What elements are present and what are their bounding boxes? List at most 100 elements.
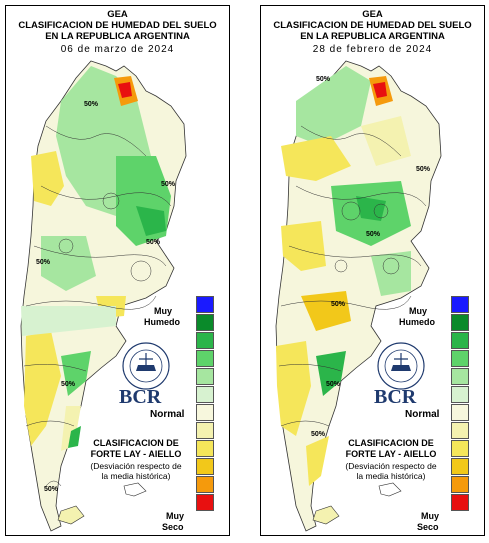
contour-lines xyxy=(23,125,172,487)
legend-swatch xyxy=(196,494,214,511)
classification-line-2: FORTE LAY - AIELLO xyxy=(90,449,182,459)
contour-label: 50% xyxy=(326,381,341,388)
contour-label: 50% xyxy=(44,486,59,493)
legend-swatch xyxy=(451,314,469,331)
zone-yellow-south xyxy=(24,331,61,446)
legend-muy-seco-label-1: Muy xyxy=(421,511,439,521)
zone-yellow-south xyxy=(276,341,311,436)
legend-swatch xyxy=(451,422,469,439)
bcr-logo-text: BCR xyxy=(374,386,417,408)
zone-dark-green xyxy=(136,206,166,236)
map-date: 06 de marzo de 2024 xyxy=(60,44,175,55)
zone-green-center-west xyxy=(41,236,96,291)
classification-note-2: la media histórica) xyxy=(356,471,426,481)
zone-dark-green xyxy=(356,196,386,221)
legend-swatches xyxy=(451,296,471,512)
contour-lines xyxy=(278,125,427,427)
legend-swatch xyxy=(196,440,214,457)
argentina-soil-moisture-map: 50% 50% 50% 50% 50% 50% xyxy=(275,60,442,532)
legend-muy-label: Muy xyxy=(409,306,427,316)
map-title-2: CLASIFICACION DE HUMEDAD DEL SUELO xyxy=(273,20,472,31)
legend-swatch xyxy=(196,404,214,421)
legend-humedo-label: Humedo xyxy=(144,317,180,327)
zone-light-green-band xyxy=(21,306,116,336)
legend-swatch xyxy=(451,332,469,349)
map-title-3: EN LA REPUBLICA ARGENTINA xyxy=(45,31,190,42)
legend-swatch xyxy=(196,350,214,367)
legend-muy-label: Muy xyxy=(154,306,172,316)
classification-title: CLASIFICACION DE FORTE LAY - AIELLO xyxy=(76,438,196,460)
contour-label: 50% xyxy=(84,101,99,108)
classification-line-2: FORTE LAY - AIELLO xyxy=(345,449,437,459)
legend-swatch xyxy=(196,386,214,403)
classification-line-1: CLASIFICACION DE xyxy=(93,438,179,448)
map-title-3: EN LA REPUBLICA ARGENTINA xyxy=(300,31,445,42)
zone-red-north xyxy=(373,82,387,98)
legend-swatch xyxy=(451,350,469,367)
classification-note-1: (Desviación respecto de xyxy=(90,461,182,471)
tierra-del-fuego xyxy=(57,505,85,525)
legend-swatch xyxy=(196,332,214,349)
contour-label: 50% xyxy=(146,239,161,246)
legend-swatch xyxy=(196,368,214,385)
bcr-seal-logo xyxy=(122,342,170,390)
classification-note-1: (Desviación respecto de xyxy=(345,461,437,471)
zone-yellow-southeast xyxy=(306,436,329,486)
legend-swatch xyxy=(196,422,214,439)
malvinas-islands xyxy=(123,482,147,497)
classification-note-2: la media histórica) xyxy=(101,471,171,481)
legend-seco-label: Seco xyxy=(417,522,439,532)
legend-swatch xyxy=(196,296,214,313)
zone-green-coast xyxy=(61,351,91,396)
legend-normal-label: Normal xyxy=(405,409,440,420)
legend-swatch xyxy=(451,404,469,421)
map-title-1: GEA xyxy=(362,9,383,20)
zone-red-north xyxy=(118,82,132,98)
legend-normal-label: Normal xyxy=(150,409,185,420)
contour-label: 50% xyxy=(36,259,51,266)
map-date: 28 de febrero de 2024 xyxy=(312,44,433,55)
zone-yellow-north xyxy=(281,136,351,181)
legend-swatches xyxy=(196,296,216,512)
legend-swatch xyxy=(451,458,469,475)
legend-swatch xyxy=(451,440,469,457)
argentina-soil-moisture-map: 50% 50% 50% 50% 50% 50% xyxy=(20,60,187,532)
legend-swatch xyxy=(451,476,469,493)
zone-green-coast xyxy=(316,351,346,396)
bcr-logo-text: BCR xyxy=(119,386,162,408)
zone-light-green-north xyxy=(296,66,371,146)
contour-label: 50% xyxy=(161,181,176,188)
legend-swatch xyxy=(451,386,469,403)
zone-coast-green xyxy=(68,426,81,448)
zone-green-center-east xyxy=(371,251,411,296)
map-title-1: GEA xyxy=(107,9,128,20)
map-title-2: CLASIFICACION DE HUMEDAD DEL SUELO xyxy=(18,20,217,31)
legend-seco-label: Seco xyxy=(162,522,184,532)
legend-humedo-label: Humedo xyxy=(399,317,435,327)
zone-yellow-southeast xyxy=(61,406,81,451)
legend-swatch xyxy=(451,368,469,385)
legend-swatch xyxy=(196,476,214,493)
contour-label: 50% xyxy=(61,381,76,388)
tierra-del-fuego xyxy=(312,505,340,525)
classification-note: (Desviación respecto de la media históri… xyxy=(76,461,196,481)
legend-muy-seco-label-1: Muy xyxy=(166,511,184,521)
classification-title: CLASIFICACION DE FORTE LAY - AIELLO xyxy=(331,438,451,460)
contour-label: 50% xyxy=(366,231,381,238)
zone-yellow-center xyxy=(281,221,326,271)
contour-label: 50% xyxy=(311,431,326,438)
contour-label: 50% xyxy=(416,166,431,173)
classification-note: (Desviación respecto de la media históri… xyxy=(331,461,451,481)
bcr-seal-logo xyxy=(377,342,425,390)
malvinas-islands xyxy=(378,482,402,497)
classification-line-1: CLASIFICACION DE xyxy=(348,438,434,448)
legend-swatch xyxy=(196,458,214,475)
contour-label: 50% xyxy=(316,76,331,83)
legend-swatch xyxy=(451,296,469,313)
map-panel-left: 50% 50% 50% 50% 50% 50% GEA CLASIFICACIO… xyxy=(5,5,230,536)
zone-yellow-west xyxy=(31,151,64,206)
legend-swatch xyxy=(451,494,469,511)
map-panel-right: 50% 50% 50% 50% 50% 50% GEA CLASIFICACIO… xyxy=(260,5,485,536)
contour-label: 50% xyxy=(331,301,346,308)
legend-swatch xyxy=(196,314,214,331)
